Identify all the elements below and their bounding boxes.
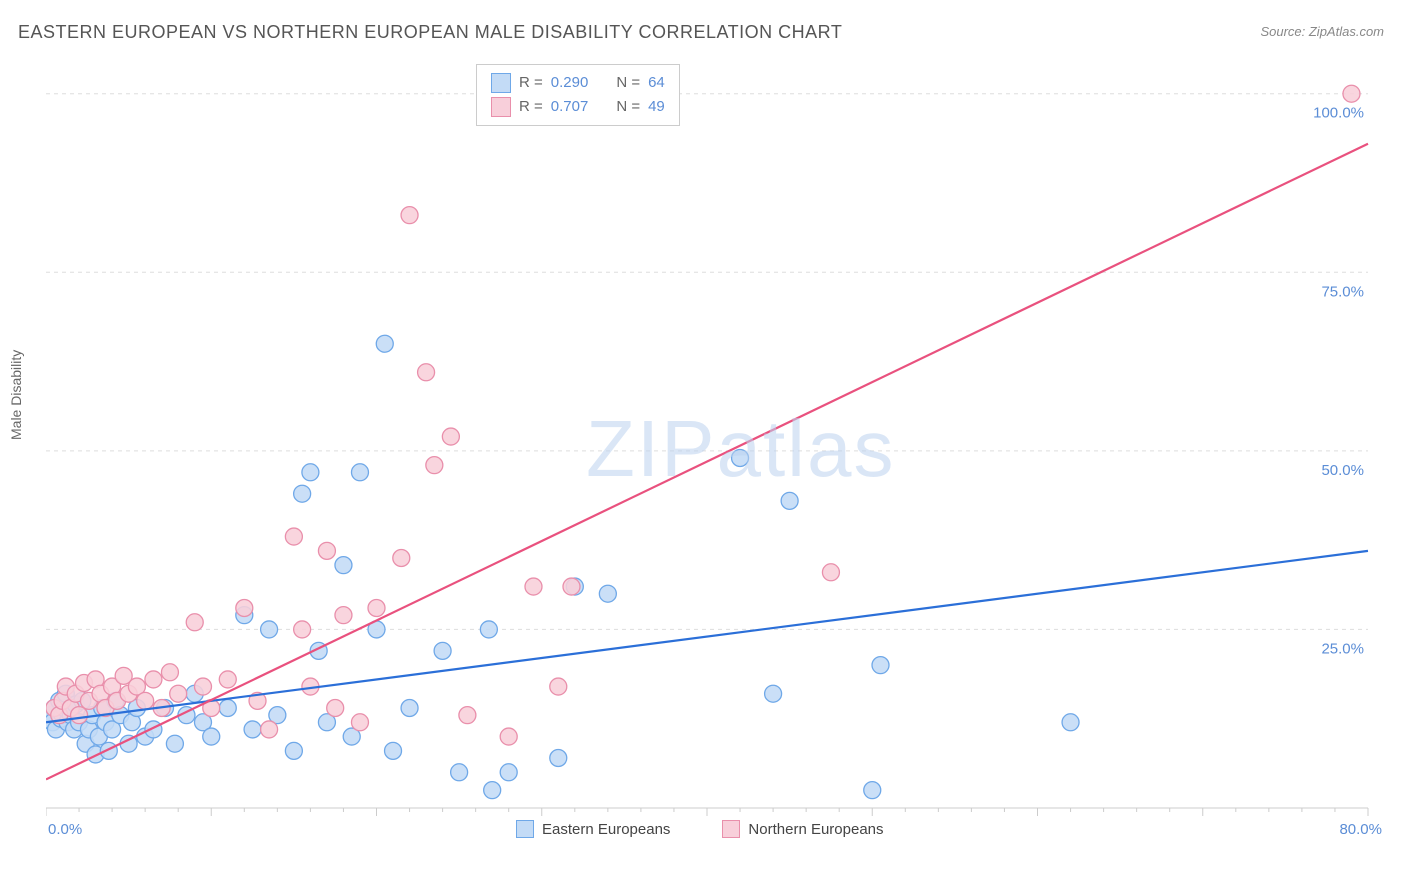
- source-attribution: Source: ZipAtlas.com: [1260, 24, 1384, 39]
- scatter-point: [302, 464, 319, 481]
- scatter-point: [401, 207, 418, 224]
- legend-item-northern: Northern Europeans: [722, 820, 883, 838]
- scatter-point: [327, 700, 344, 717]
- scatter-point: [484, 782, 501, 799]
- corr-n-label: N =: [616, 71, 640, 95]
- correlation-row: R = 0.707 N = 49: [491, 95, 665, 119]
- series-northern: [46, 85, 1360, 745]
- x-axis-min-label: 0.0%: [48, 821, 82, 838]
- scatter-point: [335, 557, 352, 574]
- regression-line-northern: [46, 144, 1368, 780]
- corr-r-value: 0.290: [551, 71, 589, 95]
- scatter-point: [137, 692, 154, 709]
- scatter-point: [822, 564, 839, 581]
- scatter-point: [872, 657, 889, 674]
- corr-swatch: [491, 97, 511, 117]
- scatter-point: [401, 700, 418, 717]
- scatter-point: [318, 542, 335, 559]
- scatter-point: [261, 721, 278, 738]
- scatter-point: [244, 721, 261, 738]
- scatter-point: [550, 750, 567, 767]
- scatter-point: [166, 735, 183, 752]
- legend-item-eastern: Eastern Europeans: [516, 820, 670, 838]
- scatter-point: [500, 728, 517, 745]
- scatter-point: [525, 578, 542, 595]
- scatter-point: [451, 764, 468, 781]
- scatter-point: [368, 600, 385, 617]
- scatter-point: [170, 685, 187, 702]
- scatter-point: [294, 485, 311, 502]
- correlation-row: R = 0.290 N = 64: [491, 71, 665, 95]
- x-axis-max-label: 80.0%: [1339, 821, 1382, 838]
- y-tick-label: 100.0%: [1313, 105, 1364, 122]
- scatter-point: [550, 678, 567, 695]
- scatter-point: [261, 621, 278, 638]
- scatter-point: [442, 428, 459, 445]
- correlation-legend: R = 0.290 N = 64 R = 0.707 N = 49: [476, 64, 680, 126]
- y-axis-label: Male Disability: [8, 350, 24, 440]
- scatter-point: [71, 707, 88, 724]
- scatter-point: [219, 671, 236, 688]
- scatter-point: [351, 464, 368, 481]
- scatter-point: [500, 764, 517, 781]
- corr-swatch: [491, 73, 511, 93]
- scatter-point: [599, 585, 616, 602]
- scatter-point: [236, 600, 253, 617]
- scatter-point: [335, 607, 352, 624]
- scatter-point: [285, 742, 302, 759]
- legend-label-northern: Northern Europeans: [748, 821, 883, 838]
- scatter-point: [219, 700, 236, 717]
- legend-swatch-eastern: [516, 820, 534, 838]
- y-tick-label: 50.0%: [1321, 462, 1364, 479]
- y-tick-label: 25.0%: [1321, 640, 1364, 657]
- scatter-point: [385, 742, 402, 759]
- y-tick-label: 75.0%: [1321, 283, 1364, 300]
- scatter-point: [186, 614, 203, 631]
- scatter-point: [393, 550, 410, 567]
- scatter-point: [1062, 714, 1079, 731]
- scatter-point: [285, 528, 302, 545]
- legend-swatch-northern: [722, 820, 740, 838]
- scatter-point: [781, 492, 798, 509]
- scatter-point: [203, 728, 220, 745]
- scatter-point: [480, 621, 497, 638]
- chart-title: EASTERN EUROPEAN VS NORTHERN EUROPEAN MA…: [18, 22, 842, 43]
- corr-n-label: N =: [616, 95, 640, 119]
- scatter-point: [1343, 85, 1360, 102]
- corr-r-label: R =: [519, 71, 543, 95]
- corr-r-label: R =: [519, 95, 543, 119]
- chart-area: 25.0%50.0%75.0%100.0% ZIPatlas 0.0% 80.0…: [46, 58, 1386, 838]
- legend-bottom: Eastern Europeans Northern Europeans: [516, 820, 884, 838]
- corr-r-value: 0.707: [551, 95, 589, 119]
- legend-label-eastern: Eastern Europeans: [542, 821, 670, 838]
- scatter-plot: 25.0% 50.0% 75.0% 100.0%: [46, 58, 1386, 838]
- scatter-point: [459, 707, 476, 724]
- scatter-point: [765, 685, 782, 702]
- scatter-point: [864, 782, 881, 799]
- corr-n-value: 49: [648, 95, 665, 119]
- scatter-point: [294, 621, 311, 638]
- scatter-point: [194, 678, 211, 695]
- series-eastern: [46, 335, 1079, 798]
- scatter-point: [434, 642, 451, 659]
- regression-line-eastern: [46, 551, 1368, 722]
- scatter-point: [161, 664, 178, 681]
- scatter-point: [418, 364, 435, 381]
- scatter-point: [145, 671, 162, 688]
- scatter-point: [732, 450, 749, 467]
- corr-n-value: 64: [648, 71, 665, 95]
- scatter-point: [351, 714, 368, 731]
- scatter-point: [563, 578, 580, 595]
- scatter-point: [426, 457, 443, 474]
- scatter-point: [100, 742, 117, 759]
- scatter-point: [376, 335, 393, 352]
